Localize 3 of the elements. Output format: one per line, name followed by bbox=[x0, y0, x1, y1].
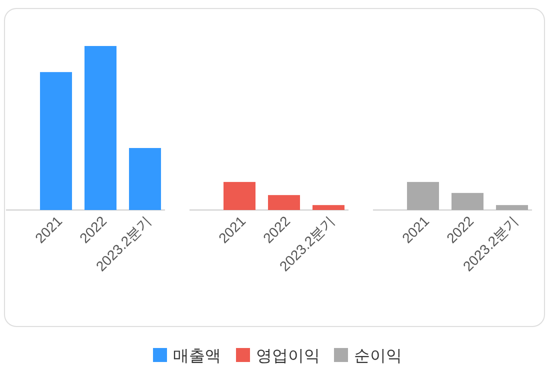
legend-label: 순이익 bbox=[354, 348, 402, 365]
legend-label: 영업이익 bbox=[256, 348, 320, 365]
legend-label: 매출액 bbox=[173, 348, 221, 365]
